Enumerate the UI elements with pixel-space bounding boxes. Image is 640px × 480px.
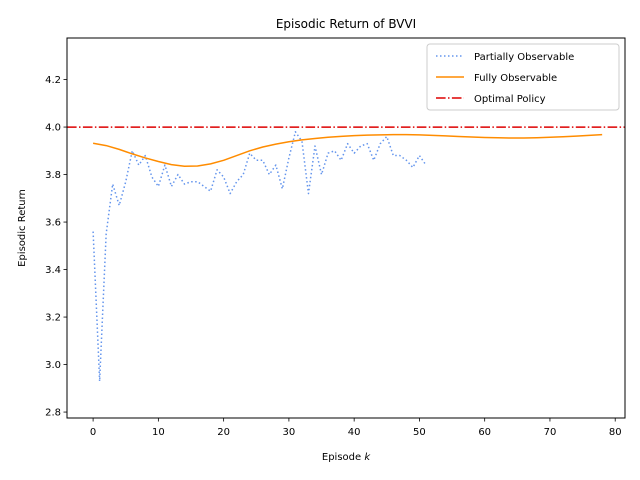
y-tick-label: 4.2 xyxy=(45,75,61,86)
x-axis: 0 10 20 30 40 50 60 70 80 xyxy=(90,418,622,438)
y-tick-label: 3.4 xyxy=(45,265,61,276)
x-tick-label: 60 xyxy=(478,427,491,438)
plot-lines xyxy=(67,126,625,382)
plot-frame xyxy=(66,37,626,419)
legend-box xyxy=(426,43,620,111)
x-tick-label: 50 xyxy=(413,427,426,438)
y-axis: 2.8 3.0 3.2 3.4 3.6 3.8 4.0 4.2 xyxy=(45,75,67,419)
x-tick-label: 0 xyxy=(90,427,96,438)
legend-label-partially-observable: Partially Observable xyxy=(474,52,574,63)
x-axis-label: Episode k xyxy=(322,452,371,463)
x-tick-label: 70 xyxy=(544,427,557,438)
x-tick-label: 80 xyxy=(609,427,622,438)
legend-label-fully-observable: Fully Observable xyxy=(474,73,557,84)
x-tick-label: 30 xyxy=(283,427,296,438)
x-tick-label: 40 xyxy=(348,427,361,438)
chart-title: Episodic Return of BVVI xyxy=(276,17,416,31)
y-tick-label: 4.0 xyxy=(45,123,61,134)
x-tick-label: 20 xyxy=(217,427,230,438)
y-tick-label: 2.8 xyxy=(45,408,61,419)
series-line-fully-observable xyxy=(92,133,603,167)
y-tick-label: 3.8 xyxy=(45,170,61,181)
y-tick-label: 3.6 xyxy=(45,218,61,229)
legend: Partially Observable Fully Observable Op… xyxy=(426,43,620,111)
x-tick-label: 10 xyxy=(152,427,165,438)
x-axis-label-variable: k xyxy=(364,452,371,463)
legend-label-optimal-policy: Optimal Policy xyxy=(474,94,546,105)
y-axis-label: Episodic Return xyxy=(17,189,28,267)
y-tick-label: 3.0 xyxy=(45,360,61,371)
y-tick-label: 3.2 xyxy=(45,313,61,324)
series-line-partially-observable xyxy=(92,131,427,382)
x-axis-label-text: Episode xyxy=(322,452,364,463)
